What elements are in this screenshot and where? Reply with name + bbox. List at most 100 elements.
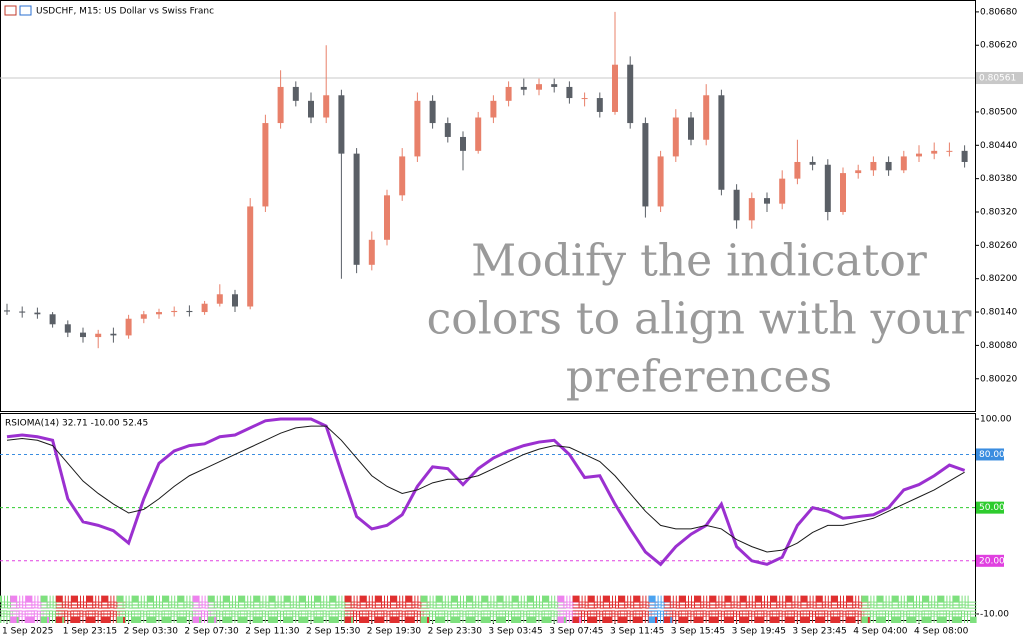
x-tick-label: 2 Sep 07:30 xyxy=(184,627,239,637)
candle-body xyxy=(536,84,542,90)
histogram-bar xyxy=(557,595,582,623)
histogram-bar xyxy=(0,595,19,623)
annotation: preferences xyxy=(566,352,832,403)
histogram-bar xyxy=(663,595,688,623)
y-tick-label: 0.80320 xyxy=(980,208,1017,218)
candle-body xyxy=(764,198,770,204)
x-tick-label: 3 Sep 11:45 xyxy=(610,627,664,637)
candle-body xyxy=(64,324,71,333)
histogram-bar xyxy=(542,595,567,623)
y-tick-label: 0.80080 xyxy=(980,341,1017,351)
histogram-bar xyxy=(299,595,323,623)
y-tick-label: 0.80260 xyxy=(980,241,1017,251)
histogram-bar xyxy=(831,595,855,623)
histogram-bar xyxy=(71,595,95,623)
histogram-bar xyxy=(283,595,308,623)
histogram-bar xyxy=(177,595,202,623)
candle-body xyxy=(824,164,831,213)
histogram-bar xyxy=(314,595,339,623)
histogram-bar xyxy=(238,595,263,623)
histogram-bar xyxy=(891,595,916,623)
histogram-bar xyxy=(815,595,840,623)
x-tick-label: 3 Sep 03:45 xyxy=(488,627,542,637)
current-price-label: 0.80561 xyxy=(979,74,1016,84)
histogram-bar xyxy=(162,595,187,623)
histogram-bar xyxy=(679,595,703,623)
y-tick-label: 0.80140 xyxy=(980,308,1017,318)
histogram-bar xyxy=(785,595,810,623)
candle-body xyxy=(216,294,223,304)
y-tick-label: 0.80680 xyxy=(980,7,1017,17)
x-tick-label: 3 Sep 15:45 xyxy=(671,627,725,637)
candle-body xyxy=(840,173,846,213)
histogram-bar xyxy=(40,595,65,623)
candle-body xyxy=(338,95,345,154)
candle-body xyxy=(657,156,664,207)
candle-body xyxy=(931,150,938,154)
indicator-title: RSIOMA(14) 32.71 -10.00 52.45 xyxy=(5,419,148,429)
x-tick-label: 3 Sep 19:45 xyxy=(732,627,786,637)
histogram-bar xyxy=(618,595,643,623)
level-label: 50.00 xyxy=(979,503,1005,513)
current-price-box xyxy=(976,72,1023,85)
candle-body xyxy=(49,314,56,325)
candle-body xyxy=(353,153,360,265)
histogram-bar xyxy=(511,595,536,623)
candle-body xyxy=(414,100,421,157)
candle-body xyxy=(688,117,694,140)
candle-body xyxy=(384,195,390,240)
level-box xyxy=(976,448,1004,461)
x-tick-label: 3 Sep 07:45 xyxy=(549,627,603,637)
histogram-bar xyxy=(603,595,627,623)
indicator-line xyxy=(6,417,966,567)
histogram-bar xyxy=(587,595,612,623)
candle-body xyxy=(627,64,634,124)
histogram-bar xyxy=(861,595,886,623)
candle-body xyxy=(125,318,132,336)
candle-body xyxy=(946,150,953,152)
histogram-bar xyxy=(952,595,977,623)
candle-body xyxy=(323,95,330,118)
x-tick-label: 4 Sep 04:00 xyxy=(853,627,908,637)
histogram-bar xyxy=(755,595,779,623)
x-tick-label: 2 Sep 23:30 xyxy=(428,627,483,637)
histogram-bar xyxy=(359,595,384,623)
y-tick-label: 0.80500 xyxy=(980,107,1017,117)
x-tick-label: 2 Sep 11:30 xyxy=(245,627,300,637)
histogram-bar xyxy=(223,595,247,623)
y-tick-label: 0.80380 xyxy=(980,174,1017,184)
candle-body xyxy=(186,310,193,313)
candle-body xyxy=(718,95,725,190)
histogram-bar xyxy=(937,595,962,623)
y-tick-label: 0.80020 xyxy=(980,374,1017,384)
y-tick-label: 0.80200 xyxy=(980,274,1017,284)
candle-body xyxy=(110,333,117,336)
candle-body xyxy=(247,206,254,307)
candle-body xyxy=(444,123,451,137)
candle-body xyxy=(201,303,208,313)
histogram-bar xyxy=(694,595,719,623)
candle-body xyxy=(262,123,269,207)
candle-body xyxy=(733,189,740,221)
candle-body xyxy=(475,117,482,151)
y-tick-label: -10.00 xyxy=(980,609,1009,619)
histogram-bar xyxy=(922,595,947,623)
candle-body xyxy=(855,170,862,174)
level-box xyxy=(976,554,1004,567)
x-tick-label: 4 Sep 08:00 xyxy=(914,627,969,637)
histogram-bar xyxy=(101,595,126,623)
candle-body xyxy=(80,332,86,338)
candle-body xyxy=(368,239,375,265)
candle-body xyxy=(19,311,26,313)
histogram-bar xyxy=(131,595,156,623)
histogram-bar xyxy=(846,595,871,623)
candle-body xyxy=(900,156,907,171)
histogram-bar xyxy=(481,595,506,623)
candle-body xyxy=(779,178,786,204)
candle-body xyxy=(156,312,162,315)
histogram-bar xyxy=(451,595,475,623)
histogram-bar xyxy=(375,595,399,623)
price-pane xyxy=(0,0,976,412)
histogram-bar xyxy=(800,595,825,623)
candle-body xyxy=(505,86,512,101)
